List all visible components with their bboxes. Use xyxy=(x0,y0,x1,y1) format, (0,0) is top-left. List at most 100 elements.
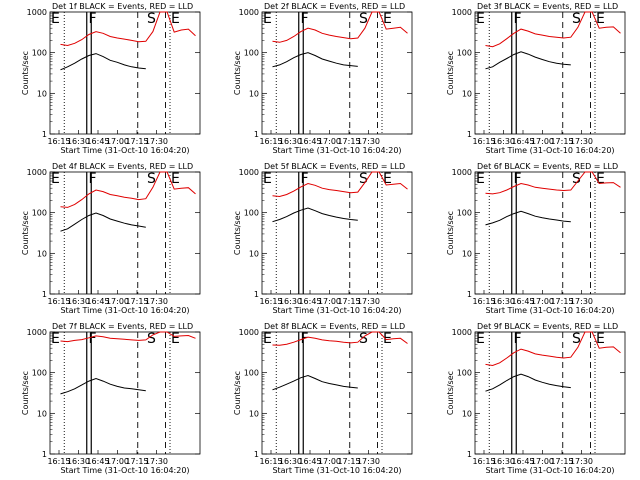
x-tick-label: 16:30 xyxy=(67,137,90,146)
x-tick-label: 16:45 xyxy=(511,137,534,146)
y-axis-label: Counts/sec xyxy=(21,371,30,415)
plot-frame xyxy=(261,11,413,135)
y-tick-label: 10 xyxy=(37,89,47,98)
chart-panel-5: Det 5f BLACK = Events, RED = LLD 1 10 100 10… xyxy=(233,162,413,315)
y-tick-label: 100 xyxy=(457,209,472,218)
chart-panel-6: Det 6f BLACK = Events, RED = LLD 1 10 100 10… xyxy=(446,162,626,315)
marker-letter: F xyxy=(514,171,522,187)
y-tick-label: 1 xyxy=(42,130,47,139)
x-tick-label: 16:15 xyxy=(259,457,282,466)
x-tick-label: 17:15 xyxy=(337,457,360,466)
y-tick-label: 1000 xyxy=(452,328,472,337)
x-tick-label: 16:30 xyxy=(279,297,302,306)
marker-letter: E xyxy=(263,331,272,347)
y-axis-label: Counts/sec xyxy=(446,211,455,255)
x-tick-label: 16:30 xyxy=(67,457,90,466)
y-tick-label: 10 xyxy=(37,409,47,418)
x-axis-label: Start Time (31-Oct-10 16:04:20) xyxy=(272,146,401,155)
x-tick-label: 17:00 xyxy=(318,457,341,466)
x-tick-label: 16:30 xyxy=(492,297,515,306)
y-tick-label: 1 xyxy=(467,450,472,459)
marker-letter: F xyxy=(89,11,97,27)
x-axis-label: Start Time (31-Oct-10 16:04:20) xyxy=(60,146,189,155)
marker-letter: F xyxy=(301,331,309,347)
x-axis-label: Start Time (31-Oct-10 16:04:20) xyxy=(485,146,614,155)
y-tick-label: 100 xyxy=(32,209,47,218)
chart-title: Det 3f BLACK = Events, RED = LLD xyxy=(477,2,618,11)
marker-letter: E xyxy=(171,331,180,347)
x-tick-label: 17:00 xyxy=(531,137,554,146)
y-tick-label: 1000 xyxy=(27,168,47,177)
plot-frame xyxy=(474,331,626,455)
x-tick-label: 17:30 xyxy=(357,297,380,306)
x-tick-label: 16:30 xyxy=(492,457,515,466)
y-tick-label: 1000 xyxy=(27,328,47,337)
y-tick-label: 100 xyxy=(32,49,47,58)
y-tick-label: 1 xyxy=(42,450,47,459)
series-line-black xyxy=(485,373,571,392)
x-tick-label: 17:15 xyxy=(550,457,573,466)
chart-title: Det 9f BLACK = Events, RED = LLD xyxy=(477,322,618,331)
y-tick-label: 100 xyxy=(244,209,259,218)
x-tick-label: 16:45 xyxy=(86,457,109,466)
marker-letter: S xyxy=(572,171,581,187)
y-tick-label: 100 xyxy=(32,369,47,378)
marker-letter: F xyxy=(89,171,97,187)
marker-letter: E xyxy=(51,331,60,347)
series-line-red xyxy=(60,11,196,47)
x-axis-label: Start Time (31-Oct-10 16:04:20) xyxy=(60,306,189,315)
y-tick-label: 100 xyxy=(244,369,259,378)
y-tick-label: 1000 xyxy=(452,168,472,177)
x-axis-label: Start Time (31-Oct-10 16:04:20) xyxy=(485,306,614,315)
y-tick-label: 1000 xyxy=(239,328,259,337)
series-line-black xyxy=(485,210,571,226)
x-tick-label: 17:30 xyxy=(570,137,593,146)
x-tick-label: 17:00 xyxy=(318,297,341,306)
y-tick-label: 100 xyxy=(244,49,259,58)
x-tick-label: 17:30 xyxy=(145,297,168,306)
x-tick-label: 16:45 xyxy=(298,137,321,146)
x-tick-label: 16:45 xyxy=(86,137,109,146)
series-line-black xyxy=(272,52,358,68)
chart-title: Det 5f BLACK = Events, RED = LLD xyxy=(264,162,405,171)
series-line-black xyxy=(272,374,358,391)
x-tick-label: 17:30 xyxy=(145,137,168,146)
series-line-red xyxy=(485,171,621,195)
chart-title: Det 6f BLACK = Events, RED = LLD xyxy=(477,162,618,171)
x-axis-label: Start Time (31-Oct-10 16:04:20) xyxy=(485,466,614,475)
x-tick-label: 16:30 xyxy=(492,137,515,146)
y-tick-label: 10 xyxy=(37,249,47,258)
y-tick-label: 10 xyxy=(462,409,472,418)
series-line-red xyxy=(485,11,621,48)
x-tick-label: 17:30 xyxy=(357,137,380,146)
marker-letter: S xyxy=(359,171,368,187)
x-tick-label: 16:45 xyxy=(86,297,109,306)
chart-title: Det 1f BLACK = Events, RED = LLD xyxy=(52,2,193,11)
series-line-red xyxy=(272,11,408,43)
x-tick-label: 16:45 xyxy=(511,297,534,306)
series-line-red xyxy=(60,171,196,208)
x-tick-label: 16:30 xyxy=(67,297,90,306)
marker-letter: E xyxy=(263,171,272,187)
y-axis-label: Counts/sec xyxy=(233,51,242,95)
y-tick-label: 100 xyxy=(457,369,472,378)
plot-frame xyxy=(261,171,413,295)
series-line-red xyxy=(485,331,621,367)
chart-panel-1: Det 1f BLACK = Events, RED = LLD 1 10 100 10… xyxy=(21,2,201,155)
chart-panel-7: Det 7f BLACK = Events, RED = LLD 1 10 100 10… xyxy=(21,322,201,475)
x-tick-label: 17:00 xyxy=(531,297,554,306)
y-tick-label: 10 xyxy=(462,89,472,98)
y-tick-label: 10 xyxy=(249,409,259,418)
x-axis-label: Start Time (31-Oct-10 16:04:20) xyxy=(272,466,401,475)
plot-frame xyxy=(261,331,413,455)
x-tick-label: 16:45 xyxy=(511,457,534,466)
marker-letter: S xyxy=(359,11,368,27)
series-line-red xyxy=(272,331,408,346)
plot-frame xyxy=(474,171,626,295)
x-axis-label: Start Time (31-Oct-10 16:04:20) xyxy=(60,466,189,475)
x-tick-label: 17:15 xyxy=(125,297,148,306)
marker-letter: F xyxy=(514,331,522,347)
x-tick-label: 16:15 xyxy=(47,457,70,466)
x-tick-label: 17:15 xyxy=(125,457,148,466)
marker-letter: E xyxy=(476,331,485,347)
